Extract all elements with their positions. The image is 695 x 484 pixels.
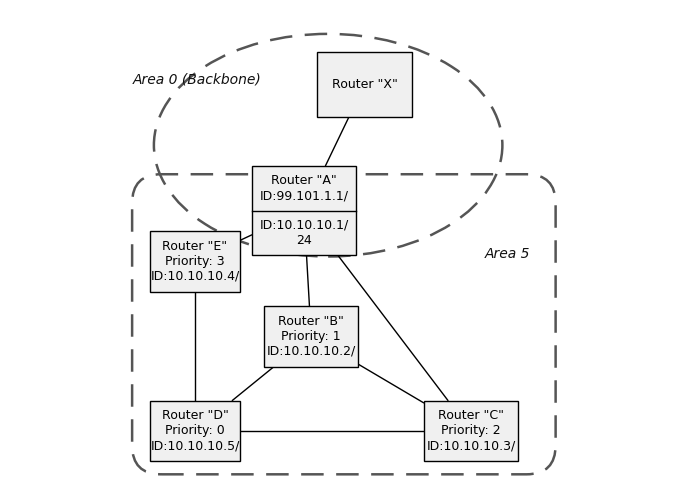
Text: Area 0 (Backbone): Area 0 (Backbone) <box>133 73 262 87</box>
Bar <box>150 231 240 291</box>
Text: Router "B"
Priority: 1
ID:10.10.10.2/: Router "B" Priority: 1 ID:10.10.10.2/ <box>267 315 356 358</box>
Bar <box>252 166 356 256</box>
Bar <box>150 401 240 461</box>
Text: Router "D"
Priority: 0
ID:10.10.10.5/: Router "D" Priority: 0 ID:10.10.10.5/ <box>150 409 240 452</box>
Text: Router "X": Router "X" <box>332 78 398 91</box>
Bar <box>317 52 411 117</box>
Text: Router "A"
ID:99.101.1.1/: Router "A" ID:99.101.1.1/ <box>259 174 348 202</box>
Text: ID:10.10.10.1/
24: ID:10.10.10.1/ 24 <box>259 219 349 247</box>
Bar <box>424 401 518 461</box>
Text: Router "C"
Priority: 2
ID:10.10.10.3/: Router "C" Priority: 2 ID:10.10.10.3/ <box>426 409 516 452</box>
Bar <box>264 306 359 367</box>
Text: Router "E"
Priority: 3
ID:10.10.10.4/: Router "E" Priority: 3 ID:10.10.10.4/ <box>150 240 240 283</box>
Text: Area 5: Area 5 <box>484 247 530 261</box>
